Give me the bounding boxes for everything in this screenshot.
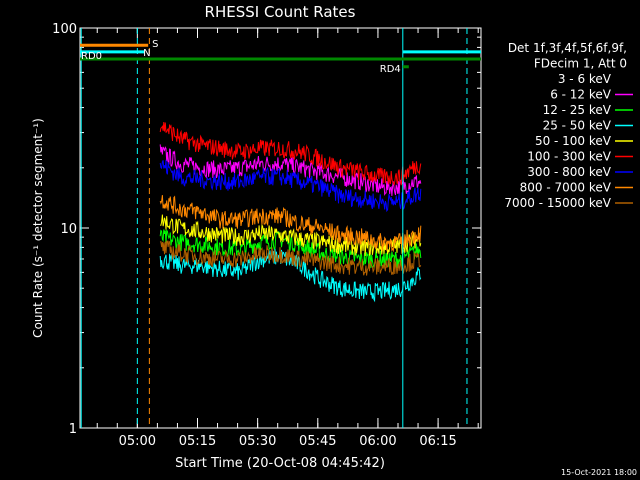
legend-label-800-7000-kev: 800 - 7000 keV: [520, 181, 612, 195]
legend-label-6-12-kev: 6 - 12 keV: [550, 88, 612, 102]
legend-label-100-300-kev: 100 - 300 keV: [527, 150, 611, 164]
plot-area: 1 10 100 05:00 05:15 05:30 05:45 06:00 06:15 SN RD…: [52, 22, 482, 449]
legend: Det 1f,3f,4f,5f,6f,9f, FDecim 1, Att 03 -…: [504, 41, 633, 210]
x-tick-label: 06:00: [359, 434, 396, 449]
x-tick-label: 05:00: [119, 434, 156, 449]
flag-label-rd4: RD4: [380, 64, 401, 75]
legend-header-line: FDecim 1, Att 0: [534, 57, 627, 71]
legend-label-300-800-kev: 300 - 800 keV: [527, 165, 611, 179]
legend-label-12-25-kev: 12 - 25 keV: [543, 103, 612, 117]
y-tick-label: 10: [60, 222, 77, 237]
chart-title: RHESSI Count Rates: [205, 3, 356, 21]
y-tick-label: 1: [69, 422, 77, 437]
series-line-6-12-kev: [159, 144, 422, 196]
series-line-100-300-kev: [159, 122, 422, 186]
series-line-7000-15000-kev: [159, 240, 422, 276]
flag-label-s: S: [152, 39, 158, 50]
legend-header-line: Det 1f,3f,4f,5f,6f,9f,: [508, 41, 627, 55]
legend-label-25-50-kev: 25 - 50 keV: [543, 119, 612, 133]
series-line-3-6-kev: [159, 169, 422, 241]
x-tick-label: 05:45: [299, 434, 336, 449]
x-tick-label: 05:30: [239, 434, 276, 449]
series-line-12-25-kev: [159, 229, 422, 269]
x-tick-label: 06:15: [419, 434, 456, 449]
legend-label-7000-15000-kev: 7000 - 15000 keV: [504, 196, 611, 210]
y-axis-label: Count Rate (s⁻¹ detector segment⁻¹): [31, 118, 45, 338]
flag-label-n: N: [143, 48, 150, 59]
flag-label-rd0: RD0: [81, 51, 102, 62]
series-line-50-100-kev: [160, 214, 422, 257]
series-line-300-800-kev: [159, 159, 422, 213]
footer-timestamp: 15-Oct-2021 18:00: [561, 468, 637, 477]
y-tick-label: 100: [52, 22, 77, 37]
series-line-25-50-kev: [159, 248, 422, 303]
legend-label-50-100-kev: 50 - 100 keV: [535, 134, 612, 148]
x-tick-label: 05:15: [179, 434, 216, 449]
series-line-800-7000-kev: [159, 195, 422, 253]
x-axis-label: Start Time (20-Oct-08 04:45:42): [175, 456, 385, 471]
legend-label-3-6-kev: 3 - 6 keV: [558, 72, 612, 86]
